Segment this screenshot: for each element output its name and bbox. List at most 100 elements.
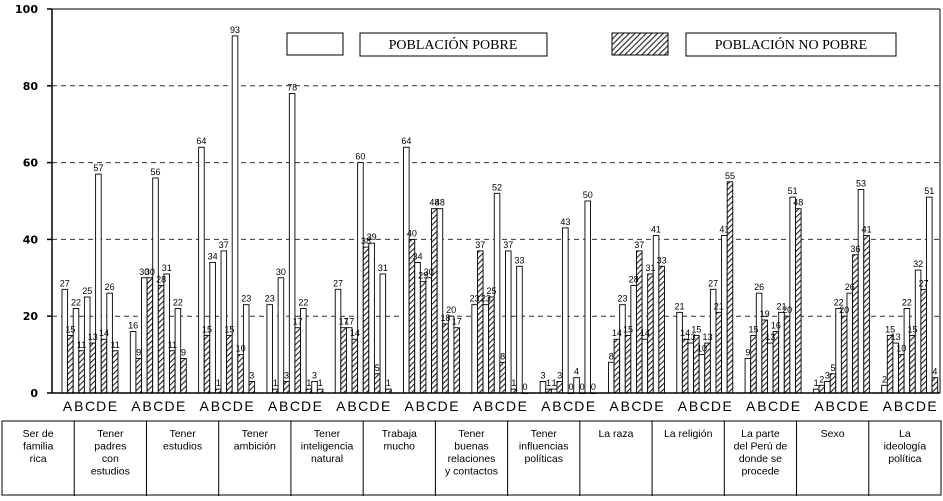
data-label: 14 (350, 328, 360, 338)
data-label: 8 (609, 351, 614, 361)
data-label: 0 (591, 382, 596, 392)
data-label: 11 (77, 340, 86, 350)
bar-letter-label: E (586, 398, 595, 414)
category-label-line: Sexo (821, 428, 845, 440)
category-label: Tener influencias políticas (519, 428, 569, 465)
y-tick-label: 20 (23, 310, 39, 323)
bar-letter-label: E (244, 398, 253, 414)
bar (442, 323, 449, 394)
data-label: 11 (168, 340, 177, 350)
data-label: 48 (793, 198, 803, 208)
bar-letter-label: C (836, 398, 846, 414)
data-label: 20 (782, 305, 792, 315)
data-label: 20 (839, 305, 849, 315)
bar (783, 315, 791, 394)
data-label: 30 (276, 267, 286, 277)
bar (220, 250, 228, 394)
data-label: 31 (645, 263, 655, 273)
bar (715, 311, 723, 394)
category-label-line: Tener (97, 428, 124, 440)
data-label: 1 (552, 378, 557, 388)
bar-letter-label: A (131, 398, 141, 414)
bar (146, 277, 154, 394)
bar (835, 308, 842, 394)
data-label: 30 (145, 267, 155, 277)
bar-letter-label: D (369, 398, 379, 414)
bar (180, 357, 187, 394)
data-label: 9 (745, 347, 750, 357)
data-label: 30 (139, 267, 149, 277)
data-label: 13 (88, 332, 98, 342)
data-label: 15 (623, 324, 633, 334)
data-label: 27 (919, 278, 929, 288)
bar (294, 327, 301, 394)
bar (562, 227, 569, 394)
bar-letter-label: D (779, 398, 789, 414)
data-label: 1 (306, 378, 311, 388)
bar-letter-label: A (336, 398, 346, 414)
data-label: 15 (202, 324, 212, 334)
bar-letter-label: B (416, 398, 425, 414)
bar (920, 288, 927, 394)
data-label: 19 (760, 309, 770, 319)
data-label: 41 (862, 225, 872, 235)
data-label: 3 (284, 370, 289, 380)
bar (266, 304, 273, 394)
category-label: Trabaja mucho (382, 428, 417, 453)
bar-letter-label: C (700, 398, 710, 414)
category-label-line: padres (94, 441, 126, 453)
data-label: 14 (99, 328, 109, 338)
bar-letter-label: B (74, 398, 83, 414)
bar-letter-label: D (164, 398, 174, 414)
bar-letter-label: E (518, 398, 527, 414)
bar (698, 354, 706, 394)
data-label: 14 (680, 328, 690, 338)
bar (818, 384, 826, 394)
data-label: 3 (557, 370, 562, 380)
data-label: 15 (907, 324, 917, 334)
category-label-line: ideología (884, 441, 927, 453)
bar (379, 273, 387, 394)
data-label: 23 (617, 294, 627, 304)
bar-letter-label: B (279, 398, 288, 414)
bar (726, 181, 734, 394)
data-label: 36 (850, 244, 860, 254)
data-label: 2 (819, 374, 824, 384)
bar (419, 281, 427, 394)
data-label: 13 (686, 332, 696, 342)
bar-letter-label: D (506, 398, 516, 414)
data-label: 48 (429, 198, 439, 208)
data-label: 28 (156, 274, 166, 284)
data-label: 60 (355, 152, 365, 162)
data-label: 4 (574, 367, 579, 377)
data-label: 25 (82, 286, 92, 296)
bar-letter-label: D (438, 398, 448, 414)
bar-letter-label: A (473, 398, 483, 414)
category-label: Tener padres con estudios (91, 428, 130, 478)
bar-letter-label: B (826, 398, 835, 414)
data-label: 31 (378, 263, 388, 273)
data-label: 1 (511, 378, 516, 388)
bar-letter-label: A (746, 398, 756, 414)
bar-letter-label: E (381, 398, 390, 414)
bar (931, 377, 939, 394)
data-label: 15 (224, 324, 234, 334)
category-label-line: La religión (664, 428, 713, 440)
bar (613, 338, 621, 394)
data-label: 13 (765, 332, 775, 342)
data-label: 15 (885, 324, 895, 334)
bar (362, 246, 370, 394)
data-label: 3 (825, 370, 830, 380)
data-label: 26 (105, 282, 115, 292)
legend-box-pobre (359, 32, 548, 57)
bar (447, 315, 455, 394)
bar (926, 196, 933, 394)
data-label: 13 (703, 332, 713, 342)
data-label: 15 (691, 324, 701, 334)
data-label: 37 (634, 240, 644, 250)
bar-letter-label: A (404, 398, 414, 414)
data-label: 22 (71, 298, 81, 308)
data-label: 27 (708, 278, 718, 288)
bar-letter-label: C (85, 398, 95, 414)
data-label: 10 (697, 344, 707, 354)
